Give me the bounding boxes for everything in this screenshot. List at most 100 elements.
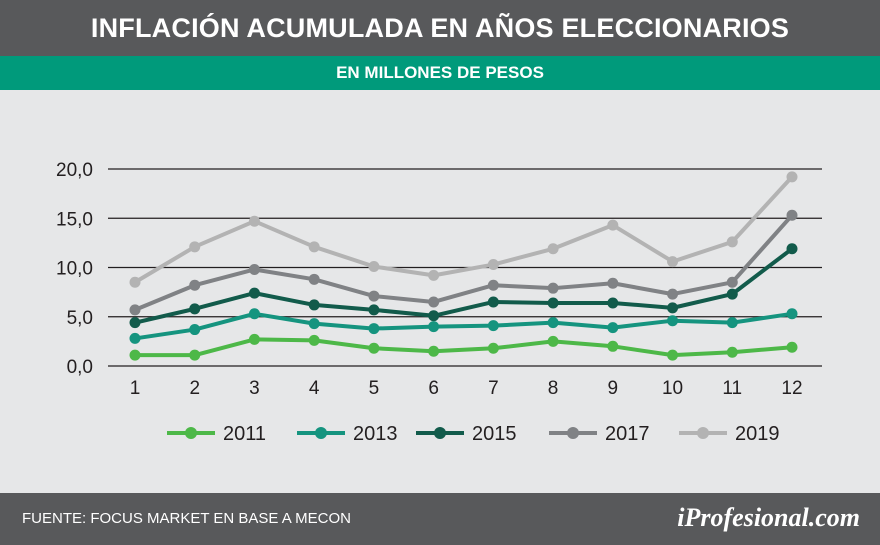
data-point: [487, 296, 499, 308]
data-point: [487, 342, 499, 354]
y-axis-ticks: 0,0 5,0 10,0 15,0 20,0: [56, 160, 93, 378]
x-tick-label: 9: [608, 378, 619, 399]
data-point: [607, 297, 619, 309]
legend-swatch-dot: [697, 427, 709, 439]
data-point: [368, 261, 380, 273]
data-point: [726, 346, 738, 358]
data-point: [547, 297, 559, 309]
data-point: [129, 276, 141, 288]
data-point: [667, 288, 679, 300]
data-point: [248, 263, 260, 275]
legend-label: 2015: [472, 423, 517, 445]
data-point: [189, 324, 201, 336]
data-point: [786, 209, 798, 221]
data-point: [487, 279, 499, 291]
data-point: [607, 219, 619, 231]
data-point: [667, 349, 679, 361]
data-point: [547, 243, 559, 255]
data-point: [487, 259, 499, 271]
data-point: [129, 332, 141, 344]
data-point: [786, 341, 798, 353]
legend-swatch-dot: [434, 427, 446, 439]
series-line: [134, 311, 793, 341]
legend-label: 2019: [735, 423, 780, 445]
data-point: [726, 276, 738, 288]
data-point: [308, 318, 320, 330]
chart-title: INFLACIÓN ACUMULADA EN AÑOS ELECCIONARIO…: [90, 12, 790, 43]
series-group: [129, 171, 798, 361]
data-point: [189, 349, 201, 361]
legend-label: 2017: [605, 423, 650, 445]
data-point: [726, 317, 738, 329]
x-tick-label: 3: [249, 378, 260, 399]
data-point: [547, 335, 559, 347]
data-point: [308, 299, 320, 311]
series-line: [133, 175, 794, 284]
subtitle-bar: EN MILLONES DE PESOS: [0, 56, 880, 90]
data-point: [428, 296, 440, 308]
data-point: [308, 334, 320, 346]
y-tick-label: 15,0: [56, 209, 93, 230]
data-point: [129, 304, 141, 316]
x-tick-label: 4: [309, 378, 320, 399]
data-point: [129, 317, 141, 329]
data-point: [607, 277, 619, 289]
data-point: [547, 282, 559, 294]
x-tick-label: 11: [722, 378, 742, 399]
data-point: [308, 241, 320, 253]
data-point: [667, 315, 679, 327]
y-tick-label: 0,0: [67, 357, 93, 378]
data-point: [786, 171, 798, 183]
legend-item-2015: 2015: [416, 423, 517, 445]
data-point: [428, 310, 440, 322]
data-point: [368, 290, 380, 302]
data-point: [308, 273, 320, 285]
series-2019: [129, 171, 798, 288]
x-tick-label: 10: [662, 378, 683, 399]
brand-logo: iProfesional.com: [677, 503, 860, 532]
data-point: [428, 321, 440, 333]
series-2017: [129, 209, 798, 316]
legend-item-2011: 2011: [167, 423, 266, 445]
y-tick-label: 5,0: [67, 308, 93, 329]
data-point: [189, 303, 201, 315]
series-line: [135, 337, 793, 358]
source-note: FUENTE: FOCUS MARKET EN BASE A MECON: [22, 510, 351, 527]
x-tick-label: 12: [781, 378, 802, 399]
data-point: [786, 308, 798, 320]
data-point: [189, 279, 201, 291]
data-point: [667, 256, 679, 268]
x-tick-label: 8: [548, 378, 559, 399]
data-point: [726, 288, 738, 300]
data-point: [786, 243, 798, 255]
chart-subtitle: EN MILLONES DE PESOS: [336, 63, 544, 82]
series-2011: [129, 333, 798, 361]
legend-label: 2011: [223, 423, 266, 445]
legend-item-2019: 2019: [679, 423, 780, 445]
data-point: [428, 269, 440, 281]
data-point: [428, 345, 440, 357]
data-point: [189, 241, 201, 253]
legend-swatch-dot: [315, 427, 327, 439]
footer-bar: FUENTE: FOCUS MARKET EN BASE A MECON iPr…: [0, 493, 880, 545]
x-tick-label: 7: [488, 378, 499, 399]
legend-item-2017: 2017: [549, 423, 650, 445]
data-point: [248, 287, 260, 299]
line-chart: 0,05,010,015,020,0 1 2 3 4 5 6 7 8 9 10 11 12 2011 2…: [56, 160, 822, 445]
data-point: [248, 215, 260, 227]
data-point: [547, 317, 559, 329]
data-point: [368, 323, 380, 335]
legend-label: 2013: [353, 423, 398, 445]
legend-item-2013: 2013: [297, 423, 398, 445]
data-point: [368, 304, 380, 316]
legend-swatch-dot: [567, 427, 579, 439]
x-tick-label: 2: [189, 378, 200, 399]
x-tick-label: 1: [130, 378, 141, 399]
series-2013: [129, 308, 798, 344]
y-tick-label: 20,0: [56, 160, 93, 181]
x-tick-label: 5: [369, 378, 380, 399]
y-tick-label: 10,0: [56, 259, 93, 280]
x-tick-label: 6: [428, 378, 439, 399]
title-bar: INFLACIÓN ACUMULADA EN AÑOS ELECCIONARIO…: [0, 0, 880, 56]
x-axis-ticks: 1 2 3 4 5 6 7 8 9 10 11 12: [130, 378, 803, 399]
